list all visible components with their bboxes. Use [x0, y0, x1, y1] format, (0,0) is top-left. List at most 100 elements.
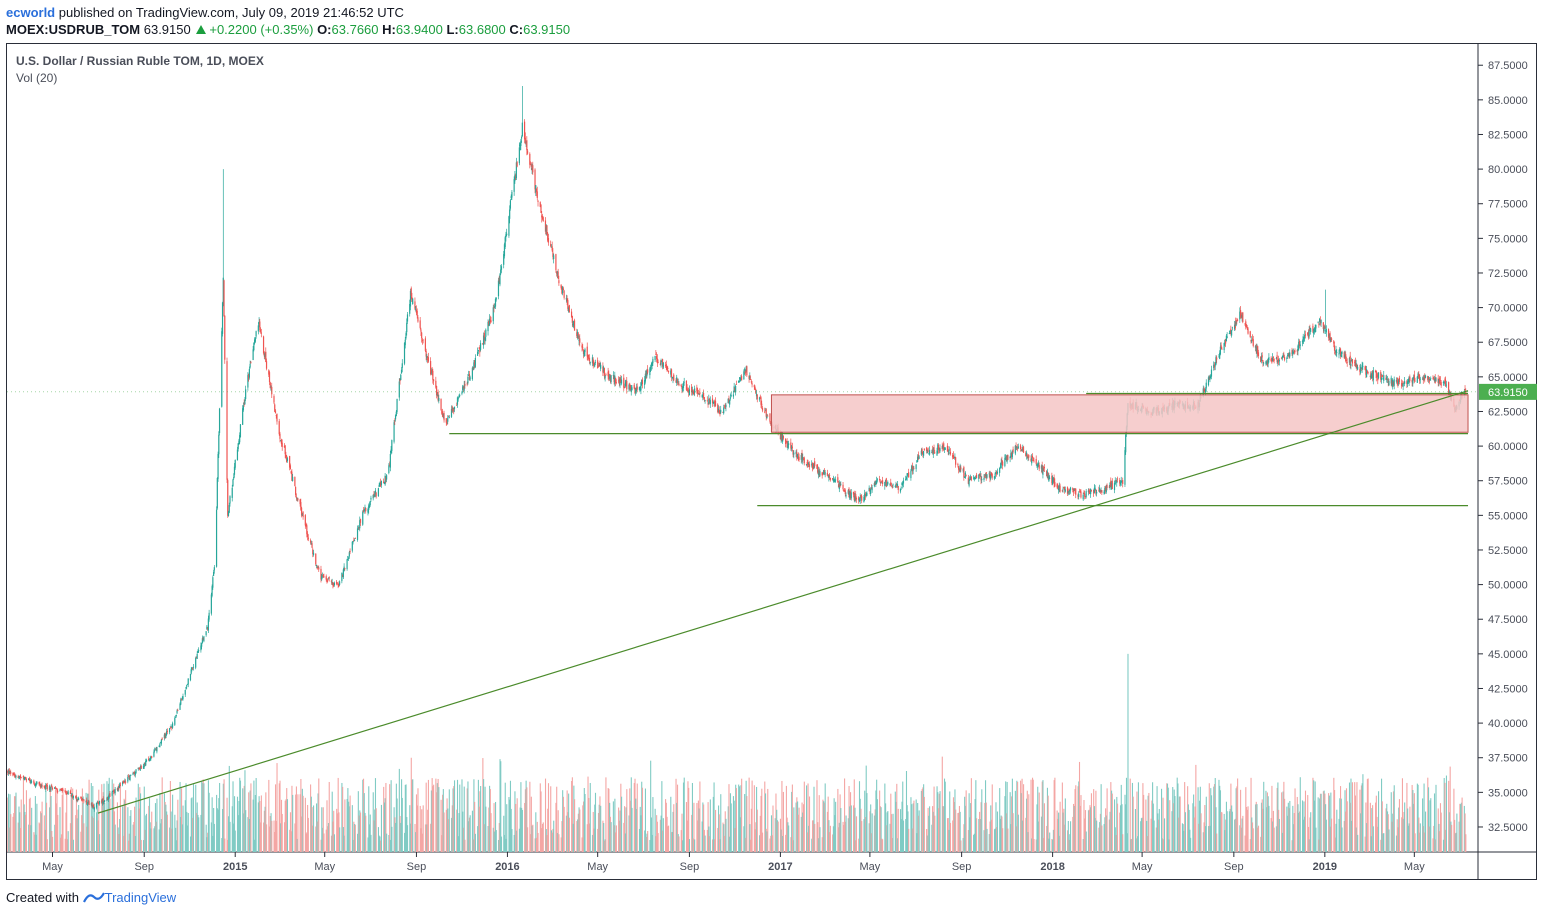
volume-bar	[112, 796, 114, 852]
volume-bar	[419, 805, 421, 852]
volume-bar	[859, 798, 861, 852]
volume-bar	[1142, 783, 1144, 852]
volume-bar	[813, 786, 815, 852]
candle-body	[389, 453, 391, 468]
volume-bar	[1443, 778, 1445, 852]
volume-bar	[1350, 778, 1352, 852]
candle-body	[379, 483, 381, 486]
volume-bar	[1239, 825, 1241, 852]
candle-body	[718, 410, 720, 414]
candle-body	[145, 759, 148, 762]
candle-body	[573, 320, 576, 331]
candle-body	[761, 403, 763, 406]
volume-bar	[1297, 804, 1299, 852]
candle-body	[905, 477, 908, 480]
candle-body	[341, 572, 343, 582]
volume-bar	[1040, 816, 1043, 852]
candle-body	[922, 450, 925, 456]
volume-bar	[362, 779, 364, 852]
volume-bar	[791, 784, 793, 852]
volume-bar	[788, 825, 790, 852]
volume-bar	[1082, 839, 1084, 852]
volume-bar	[628, 815, 630, 852]
volume-bar	[691, 782, 693, 852]
volume-bar	[958, 805, 960, 852]
volume-bar	[404, 784, 406, 852]
volume-bar	[1053, 780, 1055, 852]
volume-bar	[812, 820, 814, 852]
candle-body	[863, 497, 865, 503]
volume-bar	[671, 831, 673, 852]
volume-bar	[238, 800, 240, 852]
volume-bar	[1209, 825, 1211, 852]
candle-body	[12, 772, 14, 776]
volume-bar	[218, 798, 220, 852]
author-link[interactable]: ecworld	[6, 5, 56, 20]
volume-bar	[760, 795, 762, 852]
volume-bar	[1218, 779, 1220, 852]
candle-body	[25, 777, 27, 779]
candle-body	[800, 455, 802, 460]
volume-bar	[615, 832, 617, 852]
volume-bar	[420, 828, 422, 852]
volume-bar	[205, 824, 207, 852]
candle-body	[393, 422, 395, 442]
candle-body	[887, 481, 889, 485]
volume-bar	[1094, 817, 1096, 852]
candle-body	[142, 765, 145, 769]
volume-bar	[406, 817, 408, 852]
candle-body	[1432, 378, 1434, 380]
volume-bar	[777, 821, 779, 852]
candle-body	[467, 376, 469, 384]
volume-bar	[530, 796, 532, 852]
candle-body	[753, 385, 755, 388]
candle-body	[1382, 378, 1384, 380]
volume-bar	[797, 801, 799, 852]
candle-body	[312, 552, 315, 556]
candle-body	[132, 772, 134, 775]
volume-bar	[756, 809, 758, 852]
candle-body	[610, 375, 612, 382]
volume-bar	[849, 806, 851, 852]
candle-body	[332, 582, 334, 586]
y-tick-label: 60.0000	[1488, 441, 1528, 453]
candle-body	[526, 140, 528, 151]
volume-bar	[916, 833, 918, 852]
candle-body	[10, 771, 12, 774]
candle-body	[447, 417, 449, 422]
candle-body	[842, 484, 844, 489]
candle-body	[937, 444, 939, 450]
candle-body	[286, 458, 289, 461]
volume-bar	[1398, 799, 1401, 852]
candle-body	[1418, 374, 1421, 381]
tradingview-brand[interactable]: TradingView	[104, 890, 177, 905]
volume-bar	[603, 823, 605, 852]
candle-body	[232, 479, 234, 487]
candle-body	[170, 725, 172, 727]
candle-body	[640, 382, 642, 391]
volume-bar	[999, 788, 1001, 852]
volume-bar	[19, 812, 21, 852]
candle-body	[1020, 450, 1022, 452]
volume-bar	[422, 805, 424, 852]
volume-bar	[380, 840, 382, 852]
volume-bar	[1184, 812, 1186, 852]
candle-body	[981, 479, 983, 481]
volume-bar	[915, 799, 917, 852]
candle-body	[192, 666, 195, 668]
volume-indicator-label[interactable]: Vol (20)	[16, 71, 58, 85]
candle-body	[1338, 353, 1340, 355]
candle-body	[609, 376, 611, 379]
volume-bar	[753, 785, 755, 852]
candle-body	[551, 246, 553, 251]
volume-bar	[206, 837, 208, 852]
candle-body	[553, 255, 555, 260]
y-tick-label: 52.5000	[1488, 545, 1528, 557]
volume-bar	[1354, 795, 1357, 852]
volume-bar	[962, 837, 964, 852]
candle-body	[1401, 384, 1403, 386]
volume-bar	[443, 812, 445, 852]
volume-bar	[375, 808, 377, 852]
candle-body	[661, 359, 664, 367]
